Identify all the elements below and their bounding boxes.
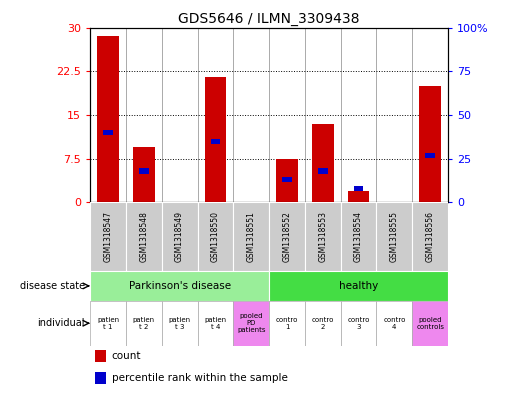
- Bar: [269, 301, 305, 346]
- Bar: [139, 168, 149, 174]
- Text: GSM1318549: GSM1318549: [175, 211, 184, 262]
- Text: patien
t 2: patien t 2: [133, 317, 155, 330]
- Text: disease state: disease state: [20, 281, 85, 291]
- Text: Parkinson's disease: Parkinson's disease: [129, 281, 231, 291]
- Bar: [97, 36, 119, 202]
- Bar: [425, 152, 435, 158]
- Bar: [133, 147, 154, 202]
- Text: contro
2: contro 2: [312, 317, 334, 330]
- Bar: [312, 124, 334, 202]
- Bar: [348, 191, 369, 202]
- Text: GSM1318551: GSM1318551: [247, 211, 255, 262]
- Text: patien
t 4: patien t 4: [204, 317, 227, 330]
- Bar: [211, 139, 220, 144]
- Title: GDS5646 / ILMN_3309438: GDS5646 / ILMN_3309438: [178, 13, 360, 26]
- Text: GSM1318556: GSM1318556: [426, 211, 435, 262]
- Bar: [341, 301, 376, 346]
- Text: GSM1318548: GSM1318548: [140, 211, 148, 262]
- Text: contro
1: contro 1: [276, 317, 298, 330]
- Text: GSM1318547: GSM1318547: [104, 211, 112, 262]
- Bar: [90, 202, 126, 271]
- Bar: [413, 301, 448, 346]
- Bar: [204, 77, 226, 202]
- Bar: [269, 271, 448, 301]
- Text: healthy: healthy: [339, 281, 378, 291]
- Bar: [126, 202, 162, 271]
- Text: contro
3: contro 3: [348, 317, 370, 330]
- Bar: [95, 350, 106, 362]
- Text: GSM1318552: GSM1318552: [283, 211, 291, 262]
- Bar: [90, 271, 269, 301]
- Bar: [162, 202, 198, 271]
- Text: GSM1318554: GSM1318554: [354, 211, 363, 262]
- Text: pooled
PD
patients: pooled PD patients: [237, 313, 265, 333]
- Bar: [318, 168, 328, 174]
- Bar: [341, 202, 376, 271]
- Text: percentile rank within the sample: percentile rank within the sample: [112, 373, 287, 383]
- Text: pooled
controls: pooled controls: [416, 317, 444, 330]
- Bar: [376, 202, 413, 271]
- Bar: [269, 202, 305, 271]
- Text: patien
t 1: patien t 1: [97, 317, 119, 330]
- Text: GSM1318553: GSM1318553: [318, 211, 327, 262]
- Bar: [413, 202, 448, 271]
- Bar: [90, 301, 126, 346]
- Text: contro
4: contro 4: [383, 317, 405, 330]
- Text: GSM1318555: GSM1318555: [390, 211, 399, 262]
- Bar: [103, 130, 113, 135]
- Bar: [95, 372, 106, 384]
- Bar: [198, 202, 233, 271]
- Bar: [233, 202, 269, 271]
- Bar: [419, 86, 441, 202]
- Bar: [198, 301, 233, 346]
- Text: individual: individual: [38, 318, 85, 328]
- Bar: [282, 177, 292, 182]
- Bar: [126, 301, 162, 346]
- Text: GSM1318550: GSM1318550: [211, 211, 220, 262]
- Bar: [305, 301, 341, 346]
- Bar: [162, 301, 198, 346]
- Bar: [305, 202, 341, 271]
- Bar: [354, 186, 364, 191]
- Bar: [376, 301, 413, 346]
- Text: patien
t 3: patien t 3: [168, 317, 191, 330]
- Text: count: count: [112, 351, 141, 361]
- Bar: [233, 301, 269, 346]
- Bar: [276, 159, 298, 202]
